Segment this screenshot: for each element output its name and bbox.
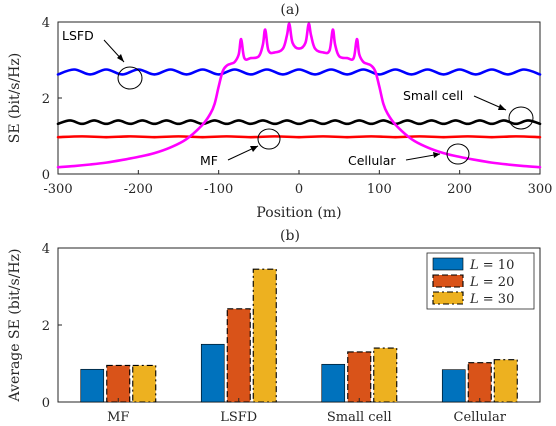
series-line-mf [56,135,542,139]
series-line-cellular [56,22,542,169]
category-label: Small cell [327,410,392,425]
panel-a-x-tick-label: -200 [124,182,153,197]
panel-a-axes-box [57,21,541,175]
legend-label-3: L = 30 [469,292,514,307]
series-line-lsfd [56,68,542,76]
annotation-small-cell-arrowhead [498,104,506,110]
panel-a-y-label: SE (bit/s/Hz) [7,53,23,143]
panel-b-bar-chart: (b) 0 2 4 MF LSFD Small cell Cellular Average… [7,228,541,425]
panel-b-y-tick-label: 2 [42,319,50,334]
panel-b-y-tick-label: 0 [42,396,50,411]
bar-mf-series-2 [106,364,131,403]
bar-small-cell-series-3 [373,347,398,403]
annotation-cellular-arrowhead [433,152,440,158]
bar-cellular-series-2 [467,362,492,403]
category-label: Cellular [454,410,507,425]
bar-mf-series-3 [132,364,157,403]
panel-a-line-chart: (a) -300 -200 -100 0 100 200 300 0 2 4 Position … [7,2,552,221]
panel-a-x-tick-label: -100 [204,182,233,197]
legend-label-1: L = 10 [469,258,514,273]
panel-a-x-tick-label: 100 [367,182,392,197]
bar-small-cell-series-1 [321,363,346,403]
annotation-mf-circle [257,128,281,150]
annotation-small-cell-text: Small cell [403,88,463,103]
legend-swatch-2 [432,274,464,288]
panel-b-bars [80,268,518,403]
annotation-lsfd-circle [117,66,143,90]
annotation-cellular-text: Cellular [348,153,396,168]
panel-a-x-tick-label: 200 [447,182,472,197]
panel-a-x-tick-label: -300 [43,182,72,197]
panel-a-y-tick-label: 0 [42,168,50,183]
annotation-cellular: Cellular [348,143,470,168]
bar-small-cell-series-2 [347,351,372,403]
bar-mf-series-1 [80,368,105,403]
annotation-small-cell-circle [508,106,534,130]
panel-b-title: (b) [280,228,300,244]
panel-a-title: (a) [280,2,299,18]
annotation-small-cell: Small cell [403,88,534,130]
legend-label-2: L = 20 [469,275,514,290]
annotation-lsfd: LSFD [62,28,143,90]
bar-lsfd-series-3 [252,268,277,403]
panel-b-y-label: Average SE (bit/s/Hz) [7,249,23,403]
bar-cellular-series-3 [493,359,518,403]
annotation-cellular-circle [446,143,470,165]
panel-a-y-tick-label: 2 [42,92,50,107]
bar-lsfd-series-1 [200,343,225,403]
annotation-mf-text: MF [200,153,218,168]
legend-swatch-1 [432,257,464,271]
panel-a-y-tick-label: 4 [42,16,50,31]
legend-swatch-3 [432,291,464,305]
annotation-lsfd-arrowhead [117,54,124,62]
panel-a-x-label: Position (m) [256,205,341,221]
panel-a-series [56,22,542,169]
series-line-small-cell [56,119,542,126]
panel-a-x-tick-label: 0 [295,182,303,197]
annotation-lsfd-text: LSFD [62,28,94,43]
category-label: LSFD [220,410,257,425]
panel-a-x-ticks: -300 -200 -100 0 100 200 300 [43,170,552,197]
panel-b-legend: L = 10 L = 20 L = 30 [426,252,535,310]
panel-b-y-ticks: 0 2 4 [42,242,62,411]
annotation-mf: MF [200,128,281,168]
panel-b-category-labels: MF LSFD Small cell Cellular [107,398,507,425]
annotation-mf-arrowhead [250,146,258,152]
panel-a-y-ticks: 0 2 4 [42,16,62,183]
panel-b-y-tick-label: 4 [42,242,50,257]
bar-cellular-series-1 [441,369,466,403]
category-label: MF [107,410,129,425]
panel-a-x-tick-label: 300 [528,182,553,197]
bar-lsfd-series-2 [226,308,251,403]
